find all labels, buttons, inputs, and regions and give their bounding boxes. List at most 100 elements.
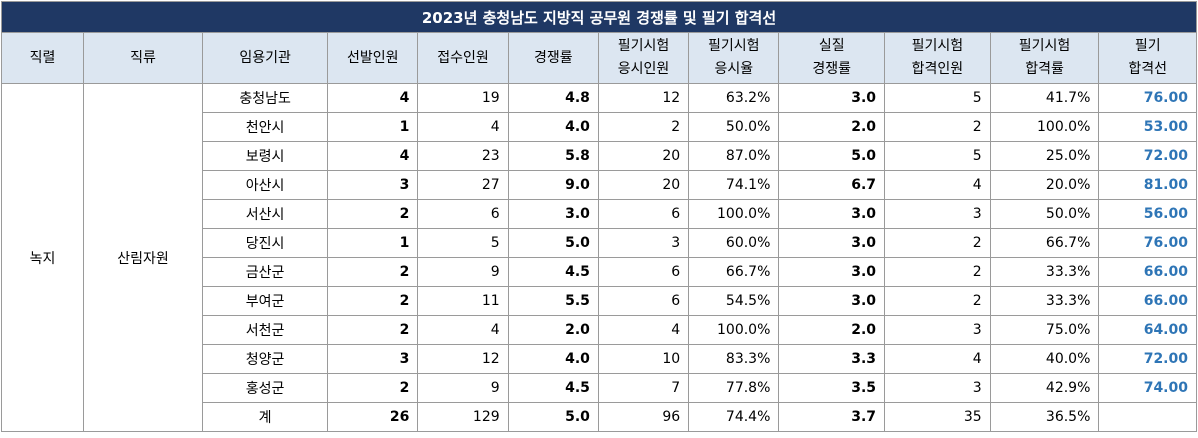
attendance-rate-cell: 77.8% bbox=[688, 373, 780, 403]
pass-rate-cell: 42.9% bbox=[989, 373, 1100, 403]
actual-competition-cell: 3.3 bbox=[778, 344, 886, 374]
pass-rate-cell: 75.0% bbox=[989, 315, 1100, 345]
competition-cell: 4.5 bbox=[507, 257, 599, 287]
attendance-rate-cell: 50.0% bbox=[688, 112, 780, 142]
test-takers-cell: 3 bbox=[597, 228, 690, 258]
passers-cell: 5 bbox=[884, 141, 991, 171]
actual-competition-cell: 5.0 bbox=[778, 141, 886, 171]
pass-rate-cell: 20.0% bbox=[989, 170, 1100, 200]
competition-cell: 4.0 bbox=[507, 112, 599, 142]
passers-cell: 2 bbox=[884, 228, 991, 258]
pass-rate-cell: 33.3% bbox=[989, 286, 1100, 316]
attendance-rate-cell: 100.0% bbox=[688, 199, 780, 229]
table-row: 부여군 2 11 5.5 6 54.5% 3.0 2 33.3% 66.00 bbox=[2, 286, 1197, 316]
column-header: 선발인원 bbox=[327, 32, 419, 84]
actual-competition-cell: 2.0 bbox=[778, 112, 886, 142]
attendance-rate-cell: 54.5% bbox=[688, 286, 780, 316]
agency-cell: 계 bbox=[202, 402, 329, 432]
attendance-rate-cell: 100.0% bbox=[688, 315, 780, 345]
cutoff-cell: 66.00 bbox=[1098, 286, 1197, 316]
passers-cell: 3 bbox=[884, 373, 991, 403]
passers-cell: 4 bbox=[884, 170, 991, 200]
applied-cell: 9 bbox=[417, 257, 509, 287]
cutoff-cell: 76.00 bbox=[1098, 228, 1197, 258]
column-header: 필기 합격선 bbox=[1098, 32, 1197, 84]
cutoff-cell: 66.00 bbox=[1098, 257, 1197, 287]
applied-cell: 5 bbox=[417, 228, 509, 258]
passers-cell: 4 bbox=[884, 344, 991, 374]
attendance-rate-cell: 83.3% bbox=[688, 344, 780, 374]
agency-cell: 아산시 bbox=[202, 170, 329, 200]
competition-cell: 5.0 bbox=[507, 402, 599, 432]
pass-rate-cell: 25.0% bbox=[989, 141, 1100, 171]
agency-cell: 홍성군 bbox=[202, 373, 329, 403]
table-row: 당진시 1 5 5.0 3 60.0% 3.0 2 66.7% 76.00 bbox=[2, 228, 1197, 258]
applied-cell: 23 bbox=[417, 141, 509, 171]
selected-cell: 2 bbox=[327, 257, 419, 287]
pass-rate-cell: 66.7% bbox=[989, 228, 1100, 258]
test-takers-cell: 2 bbox=[597, 112, 690, 142]
attendance-rate-cell: 60.0% bbox=[688, 228, 780, 258]
table-row: 서산시 2 6 3.0 6 100.0% 3.0 3 50.0% 56.00 bbox=[2, 199, 1197, 229]
selected-cell: 2 bbox=[327, 315, 419, 345]
column-header: 필기시험 응시율 bbox=[688, 32, 780, 84]
selected-cell: 26 bbox=[327, 402, 419, 432]
applied-cell: 9 bbox=[417, 373, 509, 403]
column-header: 임용기관 bbox=[202, 32, 329, 84]
selected-cell: 2 bbox=[327, 286, 419, 316]
table-row: 금산군 2 9 4.5 6 66.7% 3.0 2 33.3% 66.00 bbox=[2, 257, 1197, 287]
actual-competition-cell: 3.0 bbox=[778, 83, 886, 113]
selected-cell: 4 bbox=[327, 141, 419, 171]
attendance-rate-cell: 63.2% bbox=[688, 83, 780, 113]
competition-cell: 5.8 bbox=[507, 141, 599, 171]
table-title: 2023년 충청남도 지방직 공무원 경쟁률 및 필기 합격선 bbox=[1, 1, 1197, 33]
column-header: 접수인원 bbox=[417, 32, 509, 84]
selected-cell: 1 bbox=[327, 112, 419, 142]
test-takers-cell: 12 bbox=[597, 83, 690, 113]
passers-cell: 2 bbox=[884, 257, 991, 287]
cutoff-cell: 72.00 bbox=[1098, 141, 1197, 171]
passers-cell: 35 bbox=[884, 402, 991, 432]
actual-competition-cell: 6.7 bbox=[778, 170, 886, 200]
competition-cell: 5.5 bbox=[507, 286, 599, 316]
selected-cell: 1 bbox=[327, 228, 419, 258]
test-takers-cell: 20 bbox=[597, 141, 690, 171]
passers-cell: 2 bbox=[884, 112, 991, 142]
column-header: 필기시험 합격인원 bbox=[884, 32, 991, 84]
cutoff-cell: 76.00 bbox=[1098, 83, 1197, 113]
competition-cell: 4.0 bbox=[507, 344, 599, 374]
agency-cell: 서산시 bbox=[202, 199, 329, 229]
passers-cell: 3 bbox=[884, 199, 991, 229]
test-takers-cell: 6 bbox=[597, 199, 690, 229]
actual-competition-cell: 3.0 bbox=[778, 257, 886, 287]
agency-cell: 부여군 bbox=[202, 286, 329, 316]
cutoff-cell: 81.00 bbox=[1098, 170, 1197, 200]
column-header: 실질 경쟁률 bbox=[778, 32, 886, 84]
selected-cell: 4 bbox=[327, 83, 419, 113]
cutoff-cell: 72.00 bbox=[1098, 344, 1197, 374]
table-row: 청양군 3 12 4.0 10 83.3% 3.3 4 40.0% 72.00 bbox=[2, 344, 1197, 374]
test-takers-cell: 6 bbox=[597, 286, 690, 316]
applied-cell: 4 bbox=[417, 315, 509, 345]
column-header: 경쟁률 bbox=[507, 32, 599, 84]
table-row: 아산시 3 27 9.0 20 74.1% 6.7 4 20.0% 81.00 bbox=[2, 170, 1197, 200]
applied-cell: 4 bbox=[417, 112, 509, 142]
agency-cell: 보령시 bbox=[202, 141, 329, 171]
actual-competition-cell: 3.0 bbox=[778, 199, 886, 229]
attendance-rate-cell: 87.0% bbox=[688, 141, 780, 171]
actual-competition-cell: 3.5 bbox=[778, 373, 886, 403]
agency-cell: 당진시 bbox=[202, 228, 329, 258]
applied-cell: 6 bbox=[417, 199, 509, 229]
pass-rate-cell: 100.0% bbox=[989, 112, 1100, 142]
competition-cell: 9.0 bbox=[507, 170, 599, 200]
column-header: 직류 bbox=[83, 32, 204, 84]
table-body: 녹지 산림자원 충청남도 4 19 4.8 12 63.2% 3.0 5 41.7% 76.00 천안시… bbox=[0, 83, 1197, 432]
selected-cell: 2 bbox=[327, 199, 419, 229]
column-header: 직렬 bbox=[0, 32, 85, 84]
actual-competition-cell: 3.7 bbox=[778, 402, 886, 432]
test-takers-cell: 96 bbox=[597, 402, 690, 432]
pass-rate-cell: 41.7% bbox=[989, 83, 1100, 113]
passers-cell: 5 bbox=[884, 83, 991, 113]
attendance-rate-cell: 66.7% bbox=[688, 257, 780, 287]
competition-cell: 4.8 bbox=[507, 83, 599, 113]
